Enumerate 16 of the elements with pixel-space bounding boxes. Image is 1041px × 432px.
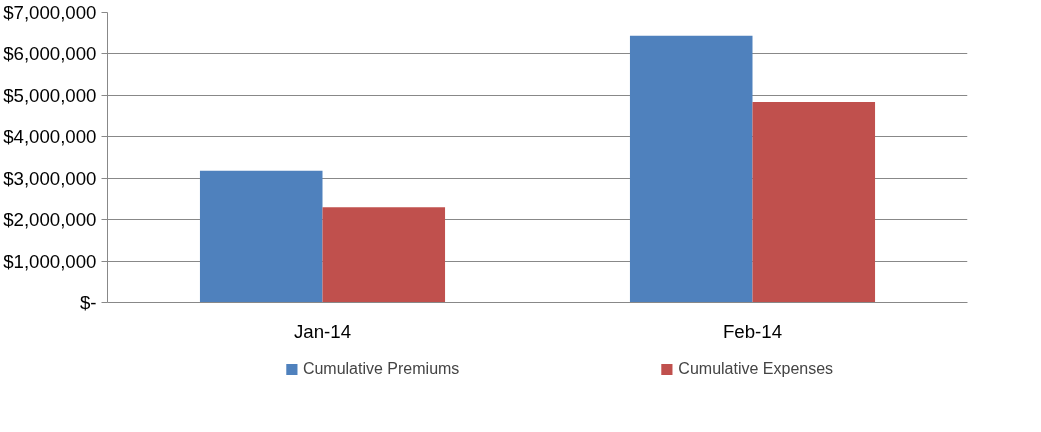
- y-tick-label: $1,000,000: [3, 250, 97, 272]
- bar: [752, 101, 876, 303]
- y-tick-label: $4,000,000: [3, 126, 97, 148]
- legend-label: Cumulative Expenses: [678, 360, 834, 378]
- y-tick-label: $6,000,000: [3, 43, 97, 65]
- y-tick-label: $3,000,000: [3, 167, 97, 189]
- bar: [322, 207, 446, 303]
- bar: [629, 35, 753, 303]
- legend-label: Cumulative Premiums: [302, 360, 460, 378]
- x-tick-label: Jan-14: [293, 320, 352, 342]
- y-tick-label: $5,000,000: [3, 84, 97, 106]
- y-tick-label: $7,000,000: [3, 2, 97, 23]
- y-tick-label: $-: [79, 292, 97, 313]
- x-tick-label: Feb-14: [722, 320, 783, 342]
- y-tick-label: $2,000,000: [3, 209, 97, 231]
- bar: [199, 170, 323, 303]
